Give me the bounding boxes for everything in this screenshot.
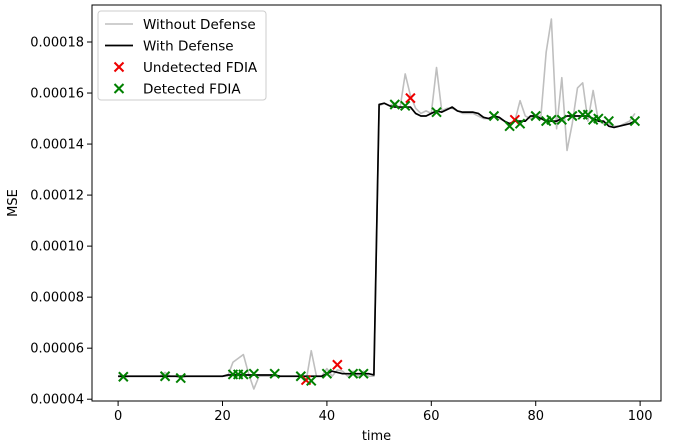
data-point-detected-fdia xyxy=(514,118,526,129)
marker-stroke xyxy=(546,114,557,126)
data-point-detected-fdia xyxy=(321,368,333,379)
x-tick-label: 0 xyxy=(114,409,122,424)
data-point-detected-fdia xyxy=(593,113,604,124)
data-point-detected-fdia xyxy=(530,110,541,122)
marker-stroke xyxy=(405,92,416,104)
marker-stroke xyxy=(118,371,129,382)
marker-stroke xyxy=(488,110,500,122)
data-point-detected-fdia xyxy=(306,375,317,387)
marker-stroke xyxy=(530,110,541,122)
data-point-undetected-fdia xyxy=(332,359,343,370)
x-tick-label: 100 xyxy=(628,409,653,424)
series-points-detected-fdia xyxy=(118,99,641,387)
y-axis-title: MSE xyxy=(6,189,21,217)
data-point-detected-fdia xyxy=(556,114,568,126)
y-axis: 0.00004 0.00006 0.00008 0.00010 0.00012 0.000… xyxy=(30,35,92,408)
marker-stroke xyxy=(567,110,578,122)
y-tick-label: 0.00014 xyxy=(30,138,84,153)
legend-label: Undetected FDIA xyxy=(143,60,258,76)
legend: Without Defense With Defense Undetected FD… xyxy=(97,10,267,101)
y-tick-label: 0.00004 xyxy=(30,393,84,408)
data-point-detected-fdia xyxy=(118,371,129,382)
data-point-detected-fdia xyxy=(389,99,400,110)
marker-stroke xyxy=(332,359,343,370)
legend-label: With Defense xyxy=(143,39,234,55)
marker-stroke xyxy=(159,371,171,382)
y-tick-label: 0.00008 xyxy=(30,291,84,306)
data-point-detected-fdia xyxy=(269,368,280,379)
marker-stroke xyxy=(593,113,604,124)
data-point-detected-fdia xyxy=(567,110,578,122)
marker-stroke xyxy=(113,83,125,94)
marker-stroke xyxy=(556,114,568,126)
data-point-detected-fdia xyxy=(248,368,260,379)
data-point-detected-fdia xyxy=(400,100,411,111)
legend-swatch xyxy=(113,61,125,73)
data-point-detected-fdia xyxy=(358,368,369,379)
legend-box xyxy=(97,10,267,101)
data-point-detected-fdia xyxy=(295,371,307,382)
data-point-detected-fdia xyxy=(431,106,442,118)
data-point-detected-fdia xyxy=(159,371,171,382)
x-axis-title: time xyxy=(362,429,391,444)
marker-stroke xyxy=(269,368,280,379)
series-points-undetected-fdia xyxy=(300,92,521,386)
data-point-detected-fdia xyxy=(603,115,615,127)
marker-stroke xyxy=(389,99,400,110)
y-tick-label: 0.00016 xyxy=(30,87,84,102)
x-tick-label: 40 xyxy=(319,409,336,424)
marker-stroke xyxy=(238,369,249,380)
legend-item-undetected-fdia: Undetected FDIA xyxy=(113,60,258,76)
legend-item-detected-fdia: Detected FDIA xyxy=(113,82,241,98)
data-point-detected-fdia xyxy=(347,368,359,379)
marker-stroke xyxy=(629,115,641,127)
marker-stroke xyxy=(248,368,260,379)
marker-stroke xyxy=(347,368,359,379)
marker-stroke xyxy=(400,100,411,111)
x-tick-label: 80 xyxy=(527,409,544,424)
plot-frame xyxy=(91,4,662,402)
data-point-detected-fdia xyxy=(488,110,500,122)
data-point-detected-fdia xyxy=(504,120,515,132)
series-layer xyxy=(117,18,641,390)
marker-stroke xyxy=(175,372,186,384)
marker-stroke xyxy=(300,374,312,386)
marker-stroke xyxy=(358,368,369,379)
marker-stroke xyxy=(514,118,526,129)
data-point-detected-fdia xyxy=(175,372,186,384)
y-tick-label: 0.00018 xyxy=(30,35,84,50)
legend-item-with-defense: With Defense xyxy=(105,39,234,55)
marker-stroke xyxy=(504,120,515,132)
legend-label: Detected FDIA xyxy=(143,82,241,98)
y-tick-label: 0.00010 xyxy=(30,240,84,255)
data-point-detected-fdia xyxy=(629,115,641,127)
y-tick-label: 0.00006 xyxy=(30,342,84,357)
data-point-detected-fdia xyxy=(238,369,249,380)
x-axis: 0 20 40 60 80 100 xyxy=(114,401,653,424)
marker-stroke xyxy=(603,115,615,127)
x-tick-label: 20 xyxy=(214,409,231,424)
data-point-undetected-fdia xyxy=(405,92,416,104)
marker-stroke xyxy=(321,368,333,379)
marker-stroke xyxy=(306,375,317,387)
legend-item-without-defense: Without Defense xyxy=(105,17,256,33)
y-tick-label: 0.00012 xyxy=(30,189,84,204)
legend-swatch xyxy=(113,83,125,94)
marker-stroke xyxy=(113,61,125,73)
marker-stroke xyxy=(582,109,594,120)
marker-stroke xyxy=(431,106,442,118)
data-point-detected-fdia xyxy=(546,114,557,126)
x-tick-label: 60 xyxy=(423,409,440,424)
marker-stroke xyxy=(295,371,307,382)
legend-label: Without Defense xyxy=(143,17,256,33)
